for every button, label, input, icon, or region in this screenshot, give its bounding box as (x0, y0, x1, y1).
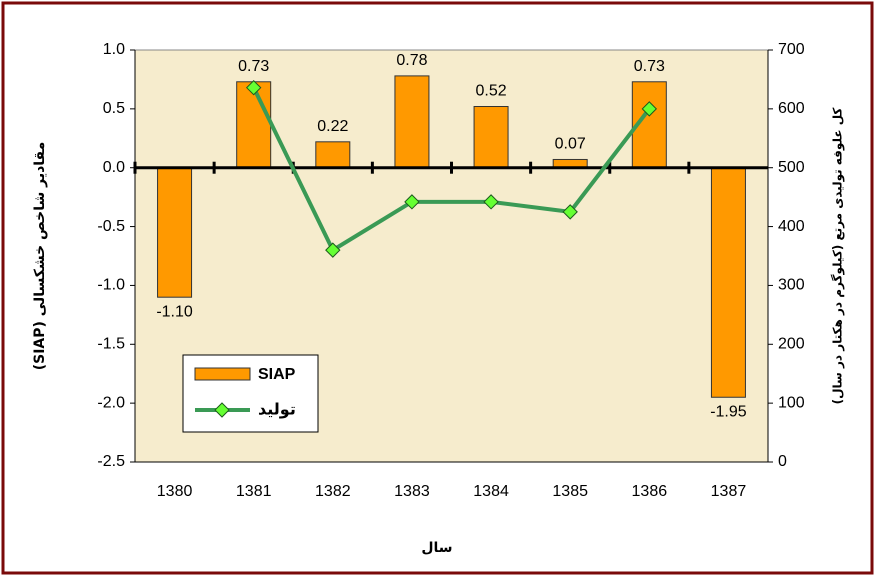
x-tick-label: 1387 (711, 483, 747, 500)
legend-label: تولید (258, 400, 296, 419)
y2-axis-label: کل علوفه تولیدی مرتع (کیلوگرم در هکتار د… (831, 108, 846, 405)
bar (236, 81, 272, 169)
x-tick-label: 1384 (473, 483, 509, 500)
y-tick-label: -0.5 (97, 218, 125, 235)
y-tick-label: 0.5 (103, 100, 125, 117)
x-tick-label: 1380 (157, 483, 193, 500)
y-axis-label: مقادیر شاخص خشکسالی (SIAP) (32, 142, 48, 371)
x-tick-label: 1382 (315, 483, 351, 500)
x-axis-label: سال (421, 540, 452, 556)
y-tick-label: -1.5 (97, 336, 125, 353)
legend-marker (214, 402, 230, 418)
y-tick-label: -2.0 (97, 394, 125, 411)
marker (325, 242, 341, 258)
legend-label: SIAP (258, 366, 296, 383)
x-tick-label: 1381 (236, 483, 272, 500)
data-label: 0.07 (555, 136, 586, 153)
data-label: -1.10 (156, 303, 193, 320)
data-label: -1.95 (710, 403, 747, 420)
bar (157, 167, 193, 298)
marker (404, 194, 420, 210)
data-label: 0.52 (475, 83, 506, 100)
bar (473, 106, 509, 169)
data-label: 0.73 (634, 58, 665, 75)
x-tick-label: 1383 (394, 483, 430, 500)
y2-tick-label: 700 (778, 41, 805, 58)
y-tick-label: 0.0 (103, 159, 125, 176)
marker (641, 101, 658, 117)
legend-swatch (194, 367, 251, 381)
y2-tick-label: 500 (778, 159, 805, 176)
marker (245, 79, 262, 96)
y2-tick-label: 200 (778, 336, 805, 353)
data-label: 0.78 (396, 52, 427, 69)
data-label: 0.73 (238, 58, 269, 75)
y2-tick-label: 100 (778, 394, 805, 411)
bar (315, 141, 351, 169)
y2-tick-label: 300 (778, 277, 805, 294)
bar (710, 167, 746, 398)
legend-box (182, 354, 319, 433)
y2-tick-label: 0 (778, 453, 787, 470)
y-tick-label: -2.5 (97, 453, 125, 470)
marker (562, 204, 578, 220)
y2-tick-label: 400 (778, 218, 805, 235)
line (251, 86, 651, 253)
x-tick-label: 1386 (632, 483, 668, 500)
y-tick-label: 1.0 (103, 41, 125, 58)
data-label: 0.22 (317, 118, 348, 135)
x-tick-label: 1385 (552, 483, 588, 500)
marker (483, 194, 499, 210)
bar (394, 75, 430, 169)
y2-tick-label: 600 (778, 100, 805, 117)
y-tick-label: -1.0 (97, 277, 125, 294)
